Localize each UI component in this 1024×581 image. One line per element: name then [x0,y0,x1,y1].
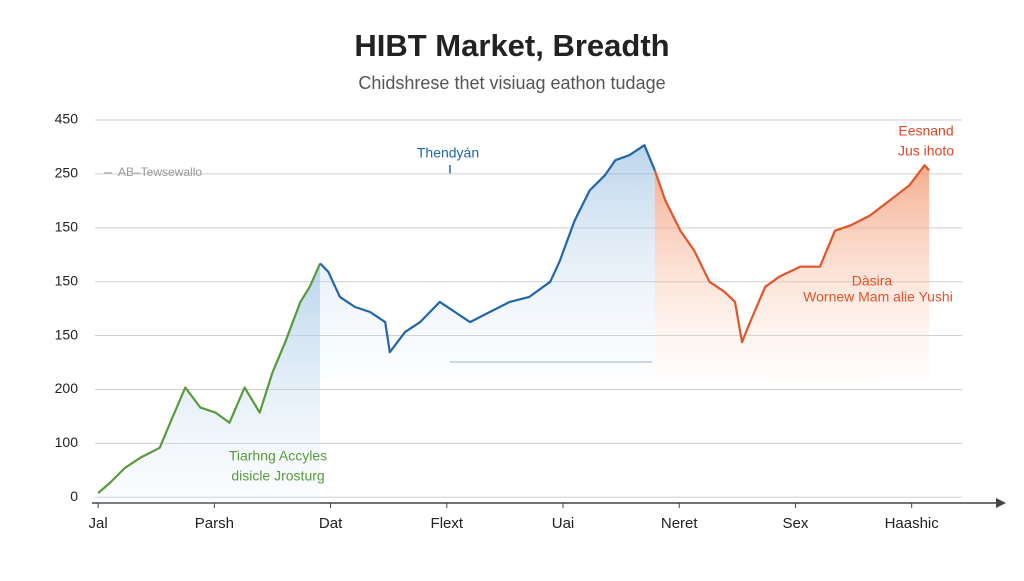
y-tick-label: 100 [55,434,79,450]
y-tick-label: 150 [55,219,79,235]
annotation: Jus ihoto [898,143,954,159]
y-tick-label: 150 [55,326,79,342]
annotation: Dàsira [852,273,893,289]
chart-title: HIBT Market, Breadth [354,28,669,63]
x-axis-arrow [996,498,1006,508]
line [653,164,930,344]
annotation: Thendyán [417,145,479,161]
line [319,144,656,354]
area [98,263,321,505]
y-tick-label: 200 [55,380,79,396]
y-tick-label: 250 [55,165,79,181]
line [97,262,322,494]
x-tick-label: Flext [431,515,464,532]
y-tick-label: 450 [55,111,79,127]
x-tick-label: Dat [319,515,343,532]
x-tick-label: Neret [661,515,699,532]
annotation: disicle Jrosturg [231,468,324,484]
chart-subtitle: Chidshrese thet visiuag eathon tudage [358,73,665,93]
annotation: Wornew Mam alie Yushi [803,289,953,305]
y-tick-label: 150 [55,272,79,288]
x-tick-label: Uai [552,515,575,532]
area [654,165,930,380]
x-tick-label: Jal [89,515,108,532]
x-tick-label: Haashic [885,515,940,532]
x-tick-label: Parsh [195,515,234,532]
annotation: AB–Tewsewallo [118,165,202,179]
annotation: Tiarhng Accyles [229,448,327,464]
y-tick-label: 0 [70,488,78,504]
x-tick-label: Sex [783,515,809,532]
area [320,145,655,380]
annotation: Eesnand [898,123,953,139]
